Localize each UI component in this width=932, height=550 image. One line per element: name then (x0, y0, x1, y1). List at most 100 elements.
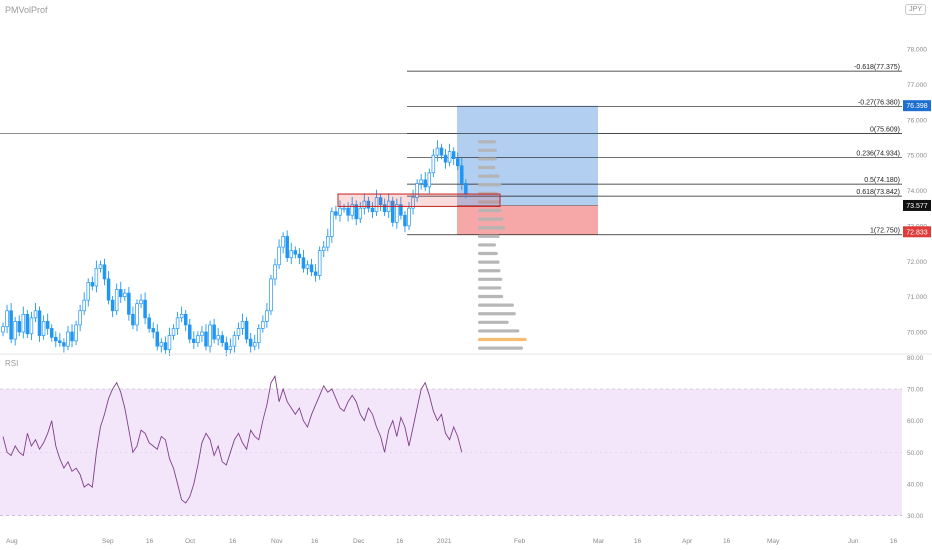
candle-body (13, 321, 17, 340)
fib-label: 1(72.750) (870, 228, 900, 235)
time-axis-tick-label: Apr (682, 538, 693, 545)
candle-body (309, 264, 314, 273)
candle-body (382, 204, 387, 213)
candle-body (293, 250, 298, 255)
candle-body (25, 313, 30, 335)
candle-body (265, 310, 269, 322)
candle-body (366, 200, 371, 209)
candle-body (395, 204, 399, 223)
candle-body (106, 278, 111, 301)
candle-body (1, 326, 5, 333)
candle-body (407, 207, 411, 227)
candle-body (135, 303, 139, 326)
candle-body (49, 328, 54, 338)
candle-body (317, 250, 322, 276)
fib-label: -0.27(76.380) (858, 99, 900, 106)
candle-body (350, 204, 354, 216)
candle-body (41, 321, 46, 336)
price-axis-tick-label: 70.000 (907, 330, 927, 337)
candle-body (415, 183, 419, 198)
candle-body (94, 267, 99, 287)
candle-body (431, 154, 436, 174)
candle-body (37, 310, 42, 336)
candle-body (326, 236, 330, 248)
candle-body (17, 321, 21, 333)
candle-body (252, 342, 257, 347)
volume-profile-bar (478, 226, 505, 230)
volume-profile-bar (478, 260, 500, 264)
time-axis-tick-label: Nov (271, 538, 283, 545)
rsi-axis-tick-label: 50.00 (907, 450, 924, 457)
candle-body (54, 336, 58, 342)
candle-body (297, 253, 302, 259)
volume-profile-bar (478, 157, 497, 161)
candle-body (204, 331, 208, 347)
candle-body (281, 236, 285, 248)
current-price-tag-label: 73.577 (906, 203, 928, 210)
candle-body (224, 342, 229, 351)
volume-profile-bar (478, 329, 520, 333)
currency-badge[interactable]: JPY (905, 4, 926, 15)
volume-profile-bar (478, 208, 502, 213)
candle-body (419, 179, 423, 184)
candle-body (236, 328, 241, 336)
candle-body (330, 211, 334, 237)
candle-body (45, 321, 50, 329)
candle-body (423, 179, 427, 188)
time-axis-tick-label: Dec (353, 538, 365, 545)
candle-body (301, 257, 306, 269)
candle-body (378, 197, 383, 205)
volume-profile-bar (478, 251, 498, 256)
rsi-axis-tick-label: 60.00 (907, 418, 924, 425)
candle-body (86, 282, 91, 301)
candle-body (78, 310, 82, 326)
time-axis-tick-label: 16 (311, 538, 319, 545)
rsi-axis-tick-label: 30.00 (907, 513, 924, 520)
candle-body (411, 197, 415, 209)
volume-profile-bar (478, 234, 500, 238)
candle-body (155, 331, 160, 347)
candle-body (127, 292, 131, 315)
candle-body (370, 207, 375, 213)
price-axis-tick-label: 74.000 (907, 188, 927, 195)
volume-profile-bar (478, 277, 503, 281)
candle-body (362, 200, 367, 209)
time-axis-tick-label: 16 (229, 538, 237, 545)
candle-body (289, 250, 294, 259)
candle-body (391, 200, 395, 223)
candle-body (439, 147, 444, 156)
candle-body (455, 158, 460, 167)
fib-label: 0.618(73.842) (856, 189, 900, 196)
candle-body (66, 331, 70, 347)
rsi-title: RSI (5, 359, 19, 368)
candle-body (334, 211, 338, 216)
rsi-axis-tick-label: 70.00 (907, 387, 924, 394)
candle-body (175, 317, 180, 329)
candle-body (192, 338, 196, 343)
time-axis-tick-label: Mar (593, 538, 605, 545)
volume-profile-bar (478, 174, 500, 178)
price-axis-tick-label: 76.000 (907, 117, 927, 124)
candle-body (151, 328, 155, 333)
rsi-axis-tick-label: 40.00 (907, 481, 924, 488)
candle-body (118, 289, 123, 297)
candle-body (82, 299, 86, 312)
stop-price-tag-label: 72.833 (906, 229, 928, 236)
candle-body (443, 154, 448, 163)
candle-body (257, 328, 261, 343)
candle-body (70, 331, 74, 342)
current-price-tag-bg (903, 199, 931, 211)
volume-profile-bar (478, 346, 523, 350)
candle-body (451, 151, 456, 160)
fib-label: 0.5(74.180) (864, 177, 900, 184)
candle-body (346, 207, 350, 216)
candle-body (321, 246, 326, 251)
candle-body (435, 147, 440, 156)
candle-body (228, 345, 233, 351)
price-axis-tick-label: 71.000 (907, 294, 927, 301)
time-axis-tick-label: 16 (396, 538, 404, 545)
candle-body (374, 197, 379, 213)
price-axis-tick-label: 72.000 (907, 259, 927, 266)
candle-body (179, 313, 184, 319)
